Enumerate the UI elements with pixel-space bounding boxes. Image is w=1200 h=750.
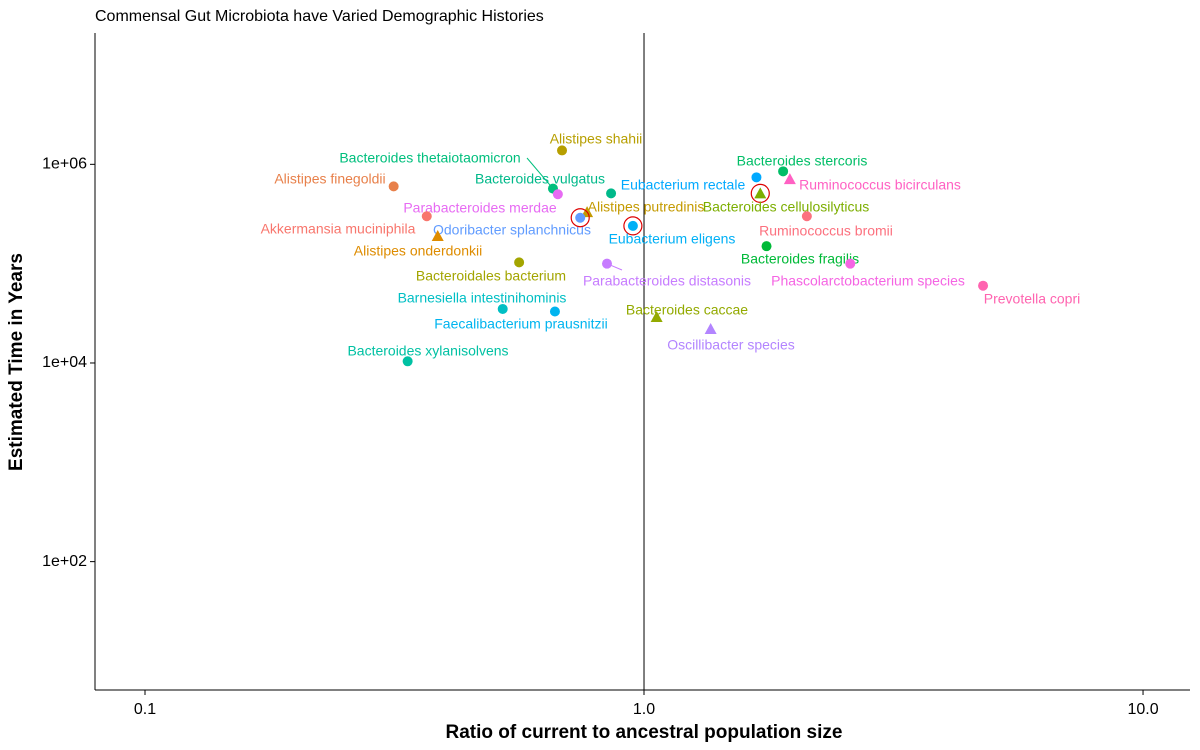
point-label: Eubacterium eligens <box>609 231 736 247</box>
y-tick-label: 1e+04 <box>42 354 87 371</box>
point <box>978 280 989 291</box>
point <box>704 322 717 334</box>
highlight-ring <box>750 183 770 203</box>
point-label: Parabacteroides distasonis <box>583 273 751 289</box>
point-label: Barnesiella intestinihominis <box>398 290 567 306</box>
point-label: Eubacterium rectale <box>621 177 746 193</box>
point <box>514 257 525 268</box>
point <box>431 229 444 241</box>
point <box>754 187 767 199</box>
point-label: Alistipes onderdonkii <box>354 243 482 259</box>
point-label: Phascolarctobacterium species <box>771 273 965 289</box>
point-label: Bacteroides fragilis <box>741 251 859 267</box>
highlight-ring <box>623 216 643 236</box>
point <box>557 145 568 156</box>
point-label: Alistipes putredinis <box>588 199 705 215</box>
point-label: Ruminococcus bicirculans <box>799 177 961 193</box>
point <box>761 241 772 252</box>
point-label: Faecalibacterium prausnitzii <box>434 316 608 332</box>
point-label: Bacteroidales bacterium <box>416 268 566 284</box>
point <box>388 181 399 192</box>
x-tick-label: 10.0 <box>1127 701 1158 718</box>
x-tick-label: 0.1 <box>134 701 156 718</box>
point <box>497 303 508 314</box>
point <box>627 220 638 231</box>
point-label: Bacteroides vulgatus <box>475 171 605 187</box>
point <box>402 356 413 367</box>
chart-title: Commensal Gut Microbiota have Varied Dem… <box>95 8 544 25</box>
point <box>575 212 586 223</box>
point-label: Bacteroides thetaiotaomicron <box>339 150 520 166</box>
highlight-ring <box>570 208 590 228</box>
y-tick-label: 1e+02 <box>42 553 87 570</box>
y-axis-label: Estimated Time in Years <box>6 253 27 471</box>
point <box>783 173 796 185</box>
point <box>552 189 563 200</box>
point <box>606 188 617 199</box>
point <box>751 172 762 183</box>
point <box>650 311 663 323</box>
point-label: Akkermansia muciniphila <box>261 221 416 237</box>
point-label: Oscillibacter species <box>667 337 795 353</box>
point-label: Ruminococcus bromii <box>759 223 893 239</box>
point-label: Bacteroides stercoris <box>737 153 868 169</box>
point <box>421 211 432 222</box>
point <box>801 211 812 222</box>
x-axis-label: Ratio of current to ancestral population… <box>446 722 843 743</box>
leader-line <box>606 263 623 271</box>
point <box>549 306 560 317</box>
y-tick-label: 1e+06 <box>42 156 87 173</box>
point-label: Alistipes finegoldii <box>274 171 385 187</box>
point-label: Bacteroides caccae <box>626 302 748 318</box>
point-label: Bacteroides xylanisolvens <box>347 343 508 359</box>
point-label: Parabacteroides merdae <box>403 200 557 216</box>
x-tick-label: 1.0 <box>633 701 655 718</box>
leader-line <box>526 157 554 189</box>
point-label: Odoribacter splanchnicus <box>433 222 591 238</box>
point <box>845 258 856 269</box>
point <box>778 166 789 177</box>
point-label: Alistipes shahii <box>550 131 643 147</box>
point-label: Prevotella copri <box>984 291 1081 307</box>
point-label: Bacteroides cellulosilyticus <box>703 199 870 215</box>
